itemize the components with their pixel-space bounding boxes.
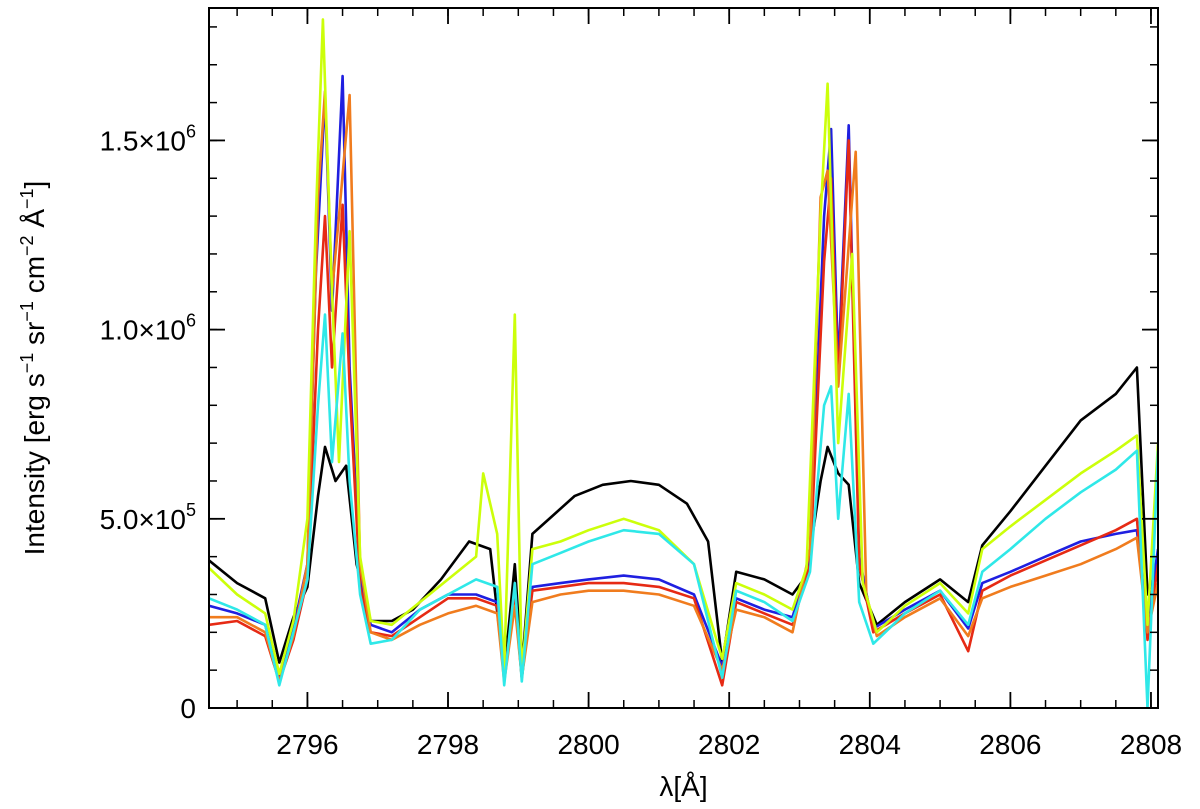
x-axis-title: λ[Å] [659,771,707,802]
x-tick-label: 2808 [1120,729,1182,760]
y-tick-label: 0 [180,693,196,724]
y-axis-title-angstrom: Å [19,209,50,236]
x-tick-label: 2798 [417,729,479,760]
x-tick-label: 2800 [557,729,619,760]
y-axis-title-sr: sr [19,322,50,353]
x-tick-label: 2796 [276,729,338,760]
x-tick-label: 2804 [839,729,901,760]
x-tick-label: 2806 [979,729,1041,760]
y-axis-title-prefix: Intensity [erg s [19,373,50,555]
labels-layer: 2796 2798 2800 2802 2804 2806 2808 0 5.0×105 1.0×… [100,121,1183,760]
y-axis-title-s-exp: −1 [17,353,37,374]
x-tick-label: 2802 [698,729,760,760]
plot-frame [208,7,1159,709]
y-axis-title-suffix: ] [19,181,50,189]
y-axis-title-cm-exp: −2 [17,235,37,256]
series-line-3 [209,139,1158,687]
y-axis-title: Intensity [erg s−1 sr−1 cm−2 Å−1] [17,181,50,556]
series-line-6 [209,313,1158,708]
series-line-1 [209,366,1158,676]
y-tick-label: 5.0×105 [100,500,196,535]
ticks-layer [209,8,1158,709]
y-axis-title-sr-exp: −1 [17,301,37,322]
y-axis-title-cm: cm [19,256,50,301]
y-tick-label: 1.5×106 [100,121,196,156]
y-tick-label: 1.0×106 [100,311,196,346]
series-line-5 [209,18,1158,676]
series-layer [209,18,1158,708]
y-axis-title-angstrom-exp: −1 [17,188,37,209]
